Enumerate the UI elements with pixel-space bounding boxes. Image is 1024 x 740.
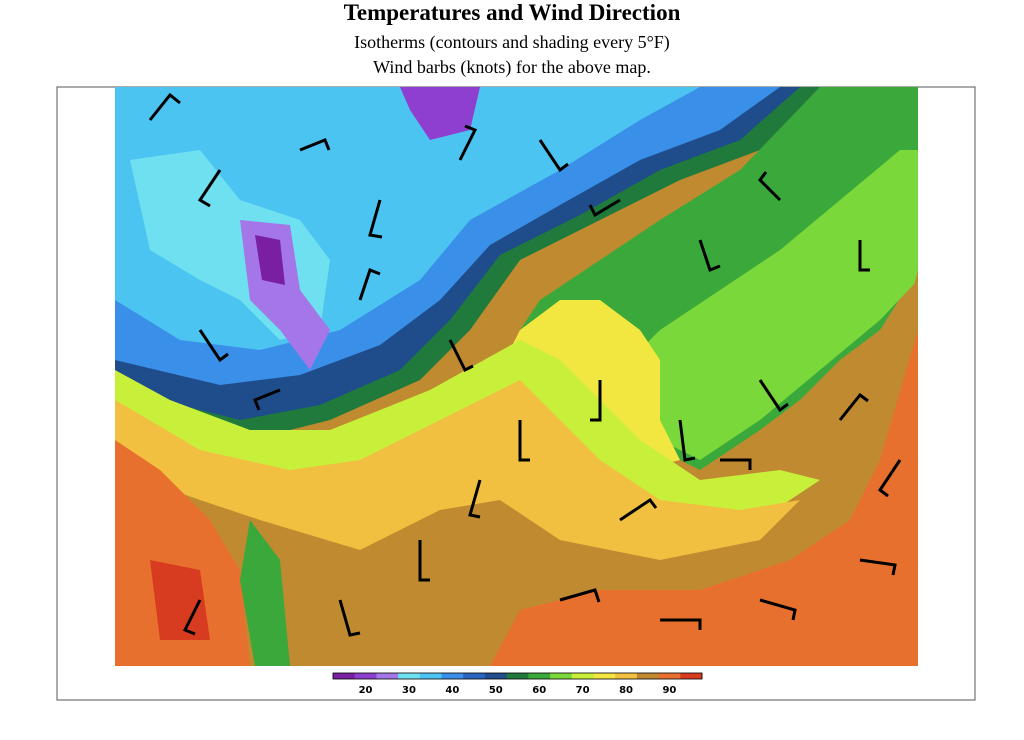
- colorbar-swatch: [550, 673, 573, 679]
- colorbar-swatch: [658, 673, 681, 679]
- temperature-map: [115, 87, 918, 666]
- colorbar-swatch: [463, 673, 486, 679]
- colorbar-swatch: [528, 673, 551, 679]
- colorbar-swatch: [376, 673, 399, 679]
- colorbar-swatch: [593, 673, 616, 679]
- note: Wind barbs (knots) for the above map.: [373, 57, 651, 77]
- colorbar-swatch: [484, 673, 508, 679]
- colorbar-swatch: [506, 673, 529, 679]
- colorbar-label: 40: [445, 685, 459, 696]
- wind-barbs: [148, 92, 902, 637]
- title: Temperatures and Wind Direction: [343, 0, 681, 25]
- colorbar-swatch: [354, 673, 377, 679]
- colorbar-swatch: [636, 673, 660, 679]
- colorbar-swatch: [441, 673, 464, 679]
- colorbar-border: [332, 672, 703, 680]
- colorbar-swatch: [398, 673, 421, 679]
- colorbar-label: 20: [359, 685, 373, 696]
- colorbar-swatch: [615, 673, 638, 679]
- colorbar-label: 70: [576, 685, 590, 696]
- colorbar-swatch: [419, 673, 443, 679]
- colorbar-label: 50: [489, 685, 503, 696]
- colorbar-label: 80: [619, 685, 633, 696]
- colorbar-swatch: [333, 673, 356, 679]
- colorbar-label: 60: [532, 685, 546, 696]
- subtitle: Isotherms (contours and shading every 5°…: [354, 32, 670, 52]
- colorbar-swatch: [571, 673, 594, 679]
- colorbar-swatch: [680, 673, 703, 679]
- colorbar: 20 30 40 50 60 70 80 90: [332, 672, 703, 696]
- colorbar-label: 30: [402, 685, 416, 696]
- colorbar-label: 90: [662, 685, 676, 696]
